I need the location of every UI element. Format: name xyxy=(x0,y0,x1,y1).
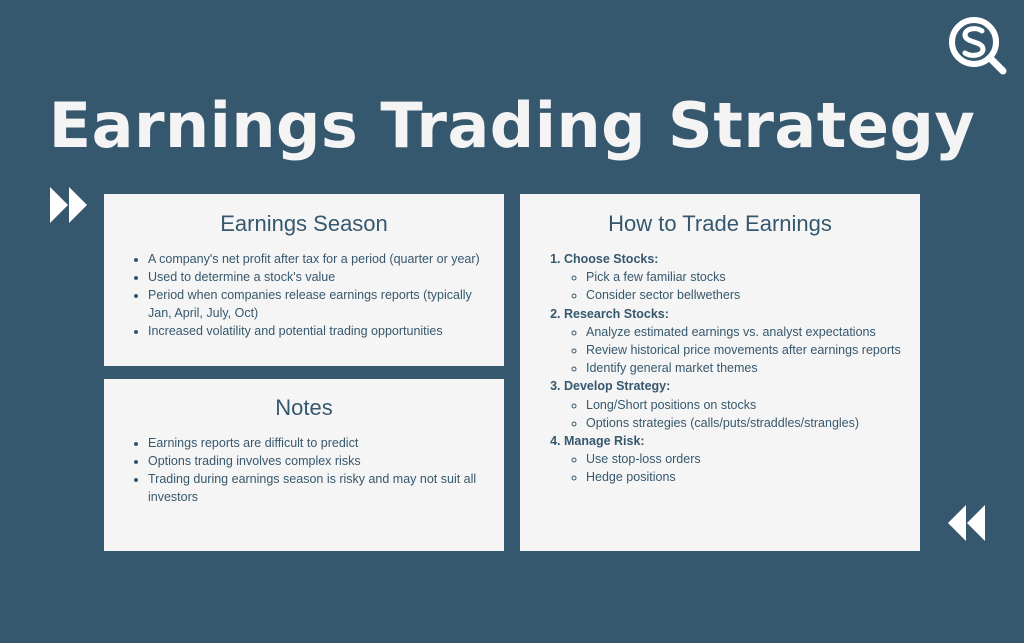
step-develop-strategy: Develop Strategy: Long/Short positions o… xyxy=(564,377,910,432)
list-item: Used to determine a stock's value xyxy=(148,268,484,286)
list-item: Long/Short positions on stocks xyxy=(586,396,910,414)
notes-card: Notes Earnings reports are difficult to … xyxy=(104,379,504,551)
notes-heading: Notes xyxy=(275,395,333,420)
notes-list: Earnings reports are difficult to predic… xyxy=(104,434,504,506)
step-manage-risk: Manage Risk: Use stop-loss orders Hedge … xyxy=(564,432,910,487)
step-research-stocks: Research Stocks: Analyze estimated earni… xyxy=(564,305,910,378)
list-item: Period when companies release earnings r… xyxy=(148,286,484,322)
list-item: Use stop-loss orders xyxy=(586,450,910,468)
step-label: Research Stocks: xyxy=(564,306,669,321)
how-to-trade-card: How to Trade Earnings Choose Stocks: Pic… xyxy=(520,194,920,551)
list-item: Increased volatility and potential tradi… xyxy=(148,322,484,340)
fast-forward-icon xyxy=(50,187,87,223)
list-item: Hedge positions xyxy=(586,468,910,486)
brand-logo-icon xyxy=(949,17,1007,75)
step-label: Choose Stocks: xyxy=(564,252,659,266)
list-item: Consider sector bellwethers xyxy=(586,286,910,304)
earnings-season-card: Earnings Season A company's net profit a… xyxy=(104,194,504,366)
list-item: A company's net profit after tax for a p… xyxy=(148,250,484,268)
rewind-icon xyxy=(948,505,985,541)
step-choose-stocks: Choose Stocks: Pick a few familiar stock… xyxy=(564,250,910,305)
list-item: Review historical price movements after … xyxy=(586,341,910,359)
list-item: Options trading involves complex risks xyxy=(148,452,484,470)
trade-steps-list: Choose Stocks: Pick a few familiar stock… xyxy=(520,250,920,487)
how-to-trade-heading: How to Trade Earnings xyxy=(608,211,832,236)
list-item: Analyze estimated earnings vs. analyst e… xyxy=(586,323,910,341)
list-item: Pick a few familiar stocks xyxy=(586,268,910,286)
list-item: Options strategies (calls/puts/straddles… xyxy=(586,414,910,432)
list-item: Trading during earnings season is risky … xyxy=(148,470,484,506)
earnings-season-heading: Earnings Season xyxy=(220,211,388,236)
step-label: Develop Strategy: xyxy=(564,379,671,394)
earnings-season-list: A company's net profit after tax for a p… xyxy=(104,250,504,340)
step-label: Manage Risk: xyxy=(564,434,645,449)
page-title: Earnings Trading Strategy xyxy=(48,89,976,162)
list-item: Identify general market themes xyxy=(586,359,910,377)
list-item: Earnings reports are difficult to predic… xyxy=(148,434,484,452)
